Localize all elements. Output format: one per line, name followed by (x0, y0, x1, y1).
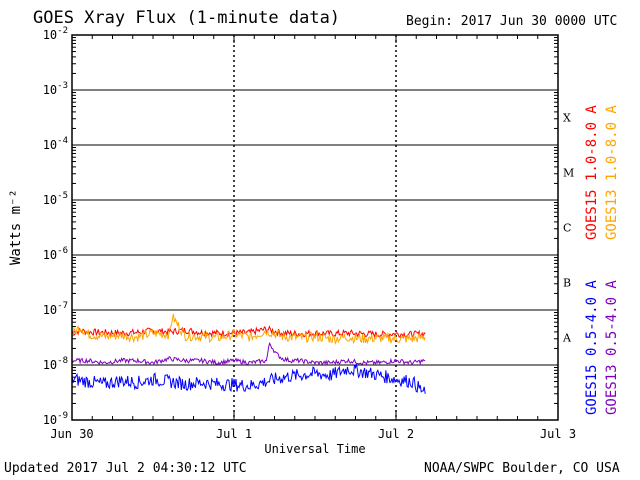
flare-class-label: M (563, 167, 574, 180)
x-axis-label: Universal Time (264, 442, 365, 456)
legend-goes13-short: GOES13 0.5-4.0 A (604, 280, 620, 415)
flare-class-label: A (562, 332, 572, 345)
series-line (71, 325, 426, 340)
legend-goes15-short: GOES15 0.5-4.0 A (584, 280, 600, 415)
begin-time: Begin: 2017 Jun 30 0000 UTC (406, 14, 618, 29)
y-axis-label-text: Watts m⁻² (8, 189, 24, 265)
y-tick-label: 10-8 (43, 356, 68, 372)
y-tick-label: 10-6 (43, 246, 68, 262)
legend-goes15-long: GOES15 1.0-8.0 A (584, 105, 600, 240)
flare-class-label: X (563, 112, 571, 125)
y-axis-label: Watts m⁻² (8, 189, 24, 265)
x-tick-label: Jul 2 (378, 427, 414, 441)
plot-frame (71, 34, 559, 421)
y-tick-label: 10-4 (43, 136, 68, 152)
x-tick-label: Jul 3 (540, 427, 576, 441)
x-tick-label: Jun 30 (50, 427, 93, 441)
y-tick-label: 10-2 (43, 26, 68, 42)
credit-label: NOAA/SWPC Boulder, CO USA (424, 461, 620, 476)
flare-class-label: B (563, 277, 571, 290)
y-tick-label: 10-7 (43, 301, 68, 317)
y-tick-label: 10-5 (43, 191, 68, 207)
chart-title: GOES Xray Flux (1-minute data) (33, 8, 341, 28)
y-tick-label: 10-3 (43, 81, 68, 97)
series-line (71, 363, 426, 394)
legend-goes13-long: GOES13 1.0-8.0 A (604, 105, 620, 240)
x-tick-label: Jul 1 (216, 427, 252, 441)
flare-class-label: C (563, 222, 571, 235)
y-tick-label: 10-9 (43, 411, 68, 427)
updated-timestamp: Updated 2017 Jul 2 04:30:12 UTC (4, 461, 247, 476)
series-line (71, 313, 426, 345)
series-line (71, 341, 426, 366)
